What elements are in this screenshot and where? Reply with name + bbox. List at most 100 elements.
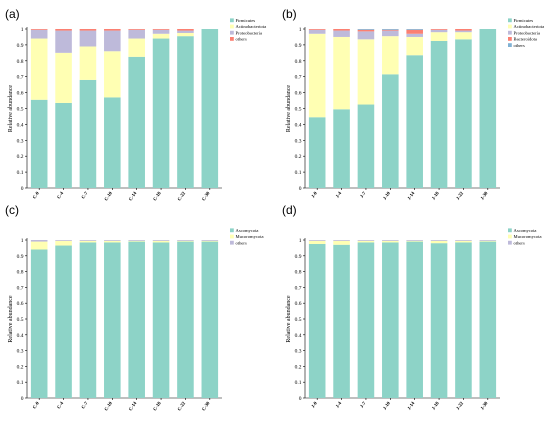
bar-segment-J-22-1 <box>455 240 472 243</box>
bar-segment-C-4-2 <box>55 30 72 53</box>
bar-segment-J-14-0 <box>406 241 423 398</box>
bar-segment-C-10-1 <box>104 240 121 243</box>
x-tick-label: C-30 <box>202 401 212 412</box>
bar-segment-J-4-1 <box>333 240 350 245</box>
x-tick-label: J-18 <box>432 401 441 412</box>
bar-segment-J-4-3 <box>333 29 350 31</box>
y-tick-label: 0.8 <box>295 59 302 65</box>
bar-segment-C-10-0 <box>104 97 121 188</box>
bar-segment-J-7-1 <box>357 39 375 105</box>
bar-segment-C-10-1 <box>104 51 121 98</box>
y-tick-label: 1 <box>21 27 24 33</box>
bar-segment-C-22-3 <box>177 29 194 31</box>
y-axis-label: Relative abundance <box>286 85 292 132</box>
bar-segment-C-18-3 <box>152 29 170 30</box>
bar-segment-J-10-2 <box>382 30 399 37</box>
bar-segment-J-7-0 <box>357 104 375 188</box>
x-tick-label: C-10 <box>104 191 114 202</box>
y-tick-label: 0.1 <box>17 380 24 386</box>
bar-segment-C-18-1 <box>152 240 170 243</box>
legend-entry: Mucoromycota <box>236 234 264 239</box>
y-tick-label: 0.9 <box>295 254 302 260</box>
legend-entry: Proteobacteria <box>236 30 263 35</box>
x-tick-label: J-0 <box>311 191 319 200</box>
legend-entry: Ascomycota <box>514 228 537 233</box>
bar-segment-C-14-1 <box>128 38 145 57</box>
bar-segment-C-18-1 <box>152 33 170 39</box>
bar-segment-J-14-1 <box>406 240 423 242</box>
x-tick-label: C-30 <box>202 191 212 202</box>
bar-segment-J-14-3 <box>406 29 423 34</box>
bar-segment-J-22-2 <box>455 240 472 241</box>
y-tick-label: 0.5 <box>295 107 302 113</box>
bar-segment-J-22-0 <box>455 242 472 398</box>
bar-segment-J-7-3 <box>357 29 375 32</box>
y-tick-label: 0.4 <box>295 333 302 339</box>
y-tick-label: 0.2 <box>17 154 24 160</box>
bar-segment-C-10-2 <box>104 240 121 241</box>
legend-entry: Mucoromycota <box>514 234 542 239</box>
bar-segment-J-22-0 <box>455 39 472 189</box>
y-tick-label: 0.7 <box>17 285 24 291</box>
bar-segment-J-14-0 <box>406 55 423 188</box>
x-tick-label: C-0 <box>32 401 41 410</box>
x-tick-label: C-18 <box>153 191 163 202</box>
x-tick-label: C-10 <box>104 401 114 412</box>
y-tick-label: 0.4 <box>17 333 24 339</box>
x-tick-label: C-4 <box>57 401 66 410</box>
bar-segment-J-0-1 <box>308 240 326 244</box>
x-tick-label: C-0 <box>32 191 41 200</box>
y-tick-label: 0.3 <box>295 138 302 144</box>
x-tick-label: J-10 <box>383 401 392 412</box>
bar-segment-J-10-1 <box>382 36 399 75</box>
y-tick-label: 0.4 <box>17 122 24 128</box>
legend-entry: Actinobacteriota <box>236 24 267 29</box>
chart-panel-1: (a) 0 0.1 0.2 0.3 0.4 0.5 0.6 0.7 0.8 0.9 1 Relative… <box>5 7 266 202</box>
legend-entry: Firmicutes <box>236 18 256 23</box>
bar-segment-J-0-1 <box>308 33 326 118</box>
y-tick-label: 0.5 <box>17 107 24 113</box>
y-axis-label: Relative abundance <box>8 295 14 342</box>
x-tick-label: J-14 <box>407 191 416 202</box>
bar-segment-J-10-0 <box>382 74 399 188</box>
y-tick-label: 0.6 <box>17 301 24 307</box>
y-tick-label: 0.9 <box>295 43 302 49</box>
bar-segment-C-4-1 <box>55 240 72 246</box>
bar-segment-J-10-2 <box>382 240 399 241</box>
y-tick-label: 0.1 <box>295 170 302 176</box>
y-tick-label: 0.2 <box>17 364 24 370</box>
legend-swatch <box>508 37 512 41</box>
bar-segment-C-4-0 <box>55 102 72 188</box>
bar-segment-C-22-1 <box>177 240 194 242</box>
legend-swatch <box>508 18 512 23</box>
y-tick-label: 0.5 <box>17 317 24 323</box>
bar-segment-C-0-0 <box>30 249 48 398</box>
y-tick-label: 0.7 <box>17 75 24 81</box>
y-tick-label: 1 <box>299 238 302 244</box>
panel-label: (a) <box>5 7 20 21</box>
bar-segment-J-18-2 <box>430 240 448 241</box>
bar-segment-C-18-2 <box>152 240 170 241</box>
y-tick-label: 0.9 <box>17 43 24 49</box>
x-tick-label: J-30 <box>480 401 489 412</box>
legend-swatch <box>508 228 512 233</box>
bar-segment-J-30-0 <box>479 241 497 398</box>
bar-segment-C-22-0 <box>177 241 194 398</box>
x-tick-label: J-4 <box>335 191 343 200</box>
bar-segment-C-7-1 <box>79 46 97 80</box>
y-tick-label: 0.6 <box>17 91 24 97</box>
bar-segment-C-14-2 <box>128 240 145 241</box>
bar-segment-J-18-3 <box>430 29 448 30</box>
bar-segment-C-30-1 <box>201 240 219 242</box>
y-tick-label: 0.3 <box>17 138 24 144</box>
bar-segment-J-4-0 <box>333 244 350 398</box>
bar-segment-C-30-0 <box>201 29 219 188</box>
bar-segment-C-0-3 <box>30 29 48 30</box>
y-tick-label: 0.8 <box>17 59 24 65</box>
bar-segment-C-22-0 <box>177 36 194 188</box>
legend-swatch <box>230 37 234 41</box>
legend-entry: others <box>514 43 525 48</box>
bar-segment-J-10-4 <box>382 29 399 30</box>
bar-segment-J-0-0 <box>308 117 326 188</box>
